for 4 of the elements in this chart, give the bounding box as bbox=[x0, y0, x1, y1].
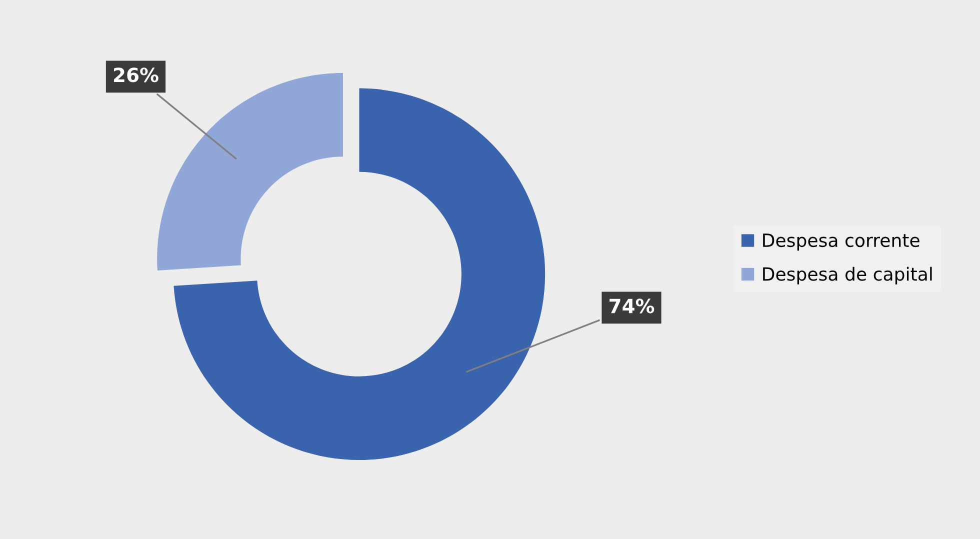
data-label: 74% bbox=[610, 298, 654, 314]
legend-label: Despesa de capital bbox=[763, 266, 932, 284]
legend-label: Despesa corrente bbox=[763, 234, 920, 251]
data-label: 26% bbox=[114, 68, 158, 82]
